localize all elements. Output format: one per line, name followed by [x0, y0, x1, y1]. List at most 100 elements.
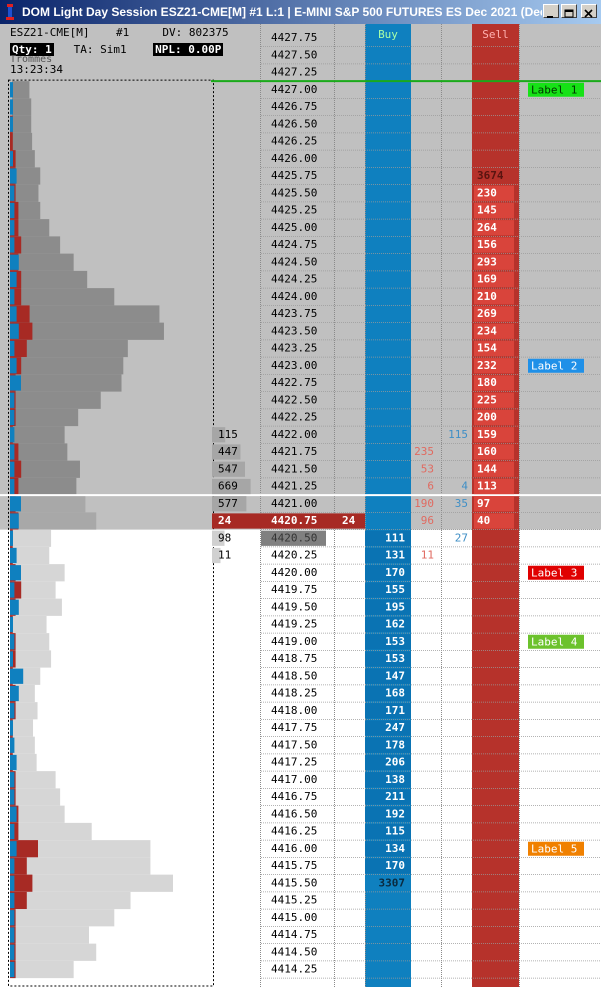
sell-depth-cell[interactable] [474, 340, 514, 357]
price-cell[interactable]: 4415.25 [271, 894, 317, 907]
buy-depth-cell[interactable] [365, 806, 411, 822]
sell-depth-value[interactable]: 234 [477, 324, 497, 337]
price-cell[interactable]: 4417.25 [271, 756, 317, 769]
sell-depth-cell[interactable] [474, 427, 514, 443]
price-cell[interactable]: 4426.75 [271, 100, 317, 113]
buy-depth-cell[interactable] [365, 823, 411, 840]
sell-depth-cell[interactable] [474, 254, 514, 270]
buy-depth-cell[interactable] [365, 634, 411, 650]
price-cell[interactable]: 4414.25 [271, 963, 317, 976]
sell-depth-cell[interactable] [474, 513, 514, 529]
price-cell[interactable]: 4427.25 [271, 66, 317, 79]
sell-depth-value[interactable]: 200 [477, 411, 497, 424]
sell-depth-cell[interactable] [474, 444, 514, 460]
sell-depth-value[interactable]: 169 [477, 273, 497, 286]
price-cell[interactable]: 4417.50 [271, 738, 317, 751]
buy-depth-cell[interactable] [365, 841, 411, 857]
buy-depth-cell[interactable] [365, 685, 411, 702]
buy-depth-cell[interactable] [365, 772, 411, 788]
buy-depth-value[interactable]: 170 [385, 859, 405, 872]
price-cell[interactable]: 4424.50 [271, 255, 317, 268]
buy-depth-value[interactable]: 178 [385, 738, 405, 751]
buy-depth-value[interactable]: 134 [385, 842, 405, 855]
price-cell[interactable]: 4418.00 [271, 704, 317, 717]
price-cell[interactable]: 4417.75 [271, 721, 317, 734]
sell-depth-value[interactable]: 113 [477, 480, 497, 493]
buy-depth-value[interactable]: 138 [385, 773, 405, 786]
price-cell[interactable]: 4423.00 [271, 359, 317, 372]
buy-depth-value[interactable]: 247 [385, 721, 405, 734]
price-label-tag[interactable] [528, 841, 584, 856]
buy-depth-cell[interactable] [365, 703, 411, 719]
sell-depth-cell[interactable] [474, 496, 514, 512]
sell-depth-cell[interactable] [474, 409, 514, 426]
price-cell[interactable]: 4415.75 [271, 859, 317, 872]
sell-depth-value[interactable]: 264 [477, 221, 497, 234]
price-cell[interactable]: 4426.25 [271, 135, 317, 148]
price-cell[interactable]: 4420.75 [271, 514, 317, 527]
sell-depth-value[interactable]: 230 [477, 186, 497, 199]
buy-depth-value[interactable]: 155 [385, 583, 405, 596]
sell-depth-cell[interactable] [474, 358, 514, 374]
buy-depth-cell[interactable] [365, 651, 411, 667]
sell-depth-value[interactable]: 160 [477, 445, 497, 458]
sell-depth-value[interactable]: 97 [477, 497, 490, 510]
sell-depth-value[interactable]: 154 [477, 342, 497, 355]
buy-depth-cell[interactable] [365, 668, 411, 684]
price-cell[interactable]: 4417.00 [271, 773, 317, 786]
price-cell[interactable]: 4419.75 [271, 583, 317, 596]
price-cell[interactable]: 4427.50 [271, 48, 317, 61]
buy-depth-value[interactable]: 115 [385, 825, 405, 838]
price-cell[interactable]: 4424.75 [271, 238, 317, 251]
price-cell[interactable]: 4426.00 [271, 152, 317, 165]
dom-ladder[interactable]: Buy Sell 4427.75 4427.50 4427.25 4427.00 4426.… [0, 24, 601, 987]
buy-depth-cell[interactable] [365, 737, 411, 753]
price-cell[interactable]: 4419.50 [271, 600, 317, 613]
sell-depth-cell[interactable] [474, 271, 514, 288]
price-cell[interactable]: 4420.50 [271, 531, 317, 544]
sell-depth-cell[interactable] [474, 289, 514, 305]
buy-depth-cell[interactable] [365, 754, 411, 771]
price-cell[interactable]: 4416.50 [271, 807, 317, 820]
buy-depth-cell[interactable] [365, 582, 411, 598]
price-cell[interactable]: 4416.00 [271, 842, 317, 855]
sell-depth-value[interactable]: 159 [477, 428, 497, 441]
price-cell[interactable]: 4414.75 [271, 928, 317, 941]
sell-depth-value[interactable]: 40 [477, 514, 490, 527]
price-cell[interactable]: 4421.50 [271, 462, 317, 475]
sell-depth-cell[interactable] [474, 461, 514, 477]
buy-depth-value[interactable]: 195 [385, 600, 405, 613]
sell-depth-cell[interactable] [474, 237, 514, 253]
price-cell[interactable]: 4415.50 [271, 876, 317, 889]
price-cell[interactable]: 4423.25 [271, 342, 317, 355]
sell-depth-cell[interactable] [474, 202, 514, 219]
sell-depth-value[interactable]: 180 [477, 376, 497, 389]
price-cell[interactable]: 4424.25 [271, 273, 317, 286]
sell-depth-value[interactable]: 145 [477, 204, 497, 217]
price-cell[interactable]: 4425.25 [271, 204, 317, 217]
buy-depth-cell[interactable] [365, 720, 411, 736]
buy-depth-value[interactable]: 153 [385, 652, 405, 665]
price-cell[interactable]: 4425.50 [271, 186, 317, 199]
price-cell[interactable]: 4418.50 [271, 669, 317, 682]
price-cell[interactable]: 4421.25 [271, 480, 317, 493]
buy-depth-cell[interactable] [365, 599, 411, 615]
sell-depth-cell[interactable] [474, 185, 514, 201]
price-cell[interactable]: 4426.50 [271, 117, 317, 130]
price-cell[interactable]: 4418.25 [271, 687, 317, 700]
price-cell[interactable]: 4423.75 [271, 307, 317, 320]
sell-depth-value[interactable]: 225 [477, 393, 497, 406]
minimize-button[interactable] [543, 4, 559, 18]
price-cell[interactable]: 4419.00 [271, 635, 317, 648]
price-cell[interactable]: 4419.25 [271, 618, 317, 631]
buy-depth-value[interactable]: 170 [385, 566, 405, 579]
buy-depth-cell[interactable] [365, 565, 411, 581]
buy-depth-value[interactable]: 206 [385, 756, 405, 769]
buy-depth-value[interactable]: 3307 [379, 876, 406, 889]
price-cell[interactable]: 4422.25 [271, 411, 317, 424]
sell-depth-cell[interactable] [474, 220, 514, 236]
price-cell[interactable]: 4418.75 [271, 652, 317, 665]
price-label-tag[interactable] [528, 565, 584, 580]
buy-depth-value[interactable]: 162 [385, 618, 405, 631]
sell-depth-value[interactable]: 3674 [477, 169, 504, 182]
